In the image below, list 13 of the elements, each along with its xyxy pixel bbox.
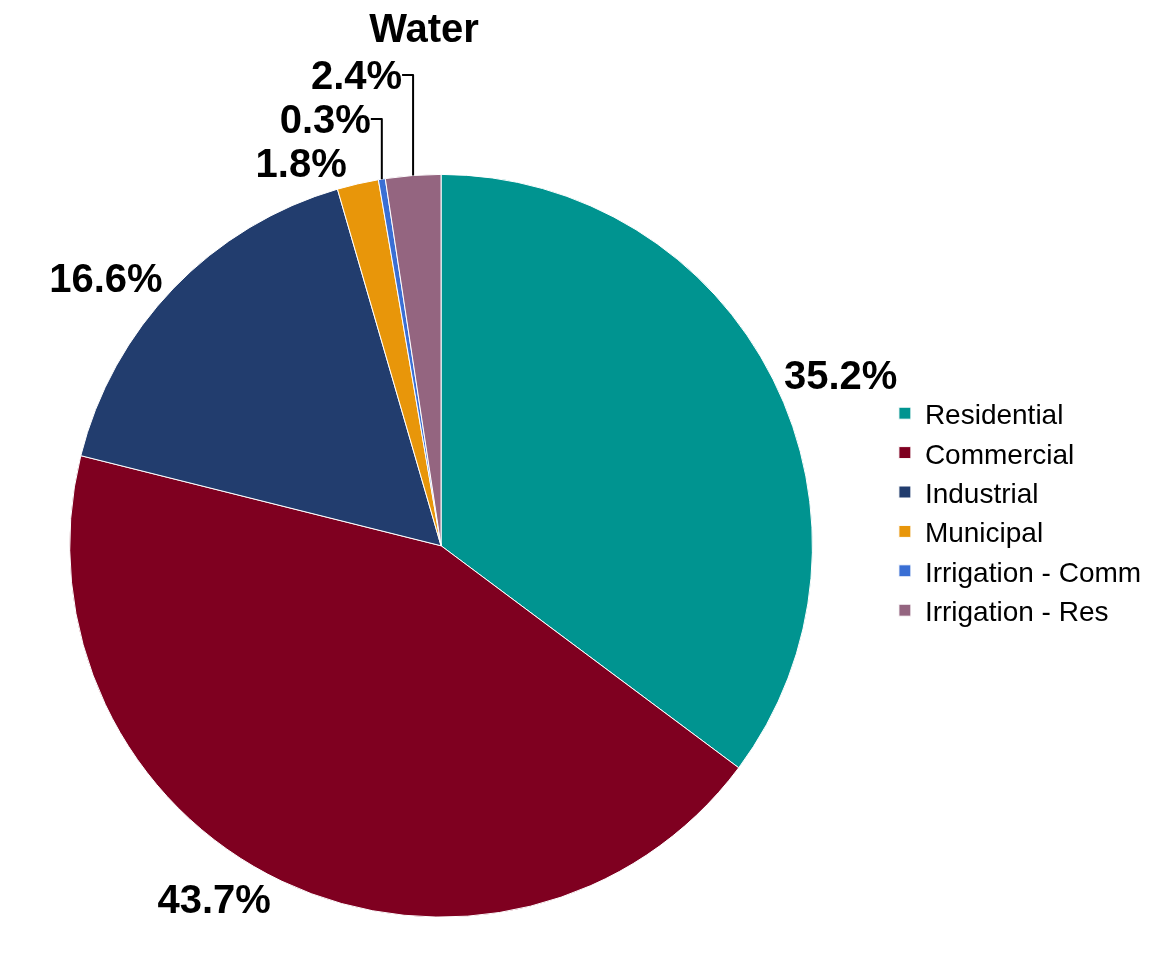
data-label: 2.4%	[310, 52, 403, 97]
data-label: 1.8%	[255, 140, 347, 185]
legend-label: Residential	[924, 399, 1064, 431]
data-label: 16.6%	[49, 255, 163, 300]
data-label: 0.3%	[279, 96, 371, 141]
legend-label: Irrigation - Comm	[924, 556, 1142, 588]
data-label: 43.7%	[157, 877, 271, 922]
legend-label: Industrial	[924, 477, 1039, 509]
legend-label: Irrigation - Res	[924, 596, 1109, 628]
chart-title: Water	[369, 6, 479, 51]
legend-label: Commercial	[924, 438, 1075, 470]
data-label: 35.2%	[784, 352, 898, 397]
legend-label: Municipal	[924, 517, 1044, 549]
